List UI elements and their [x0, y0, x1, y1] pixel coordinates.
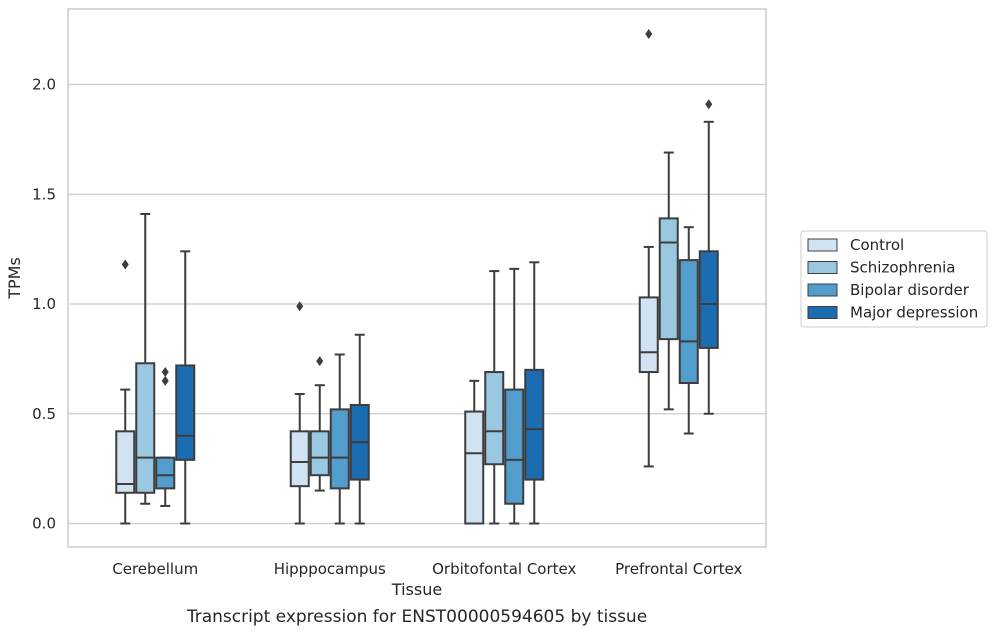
box-iqr — [698, 250, 719, 349]
box-schizophrenia — [484, 270, 505, 525]
box-control — [289, 301, 310, 525]
box-schizophrenia — [658, 151, 679, 411]
box-bipolar-disorder — [155, 367, 176, 507]
outlier-point — [705, 99, 713, 110]
y-tick-label: 1.5 — [32, 185, 56, 203]
x-tick-labels: Cerebellum Hipppocampus Orbitofontal Corte… — [112, 560, 742, 578]
box-control — [464, 379, 485, 525]
outlier-point — [296, 301, 304, 312]
box-iqr — [155, 456, 176, 490]
box-iqr — [524, 368, 545, 481]
legend-frame — [800, 230, 988, 328]
box-iqr — [678, 259, 699, 385]
category-group — [289, 301, 370, 525]
category-group — [638, 29, 719, 468]
legend-swatch — [807, 238, 838, 252]
box-bipolar-disorder — [678, 226, 699, 435]
box-control — [638, 29, 659, 468]
box-iqr — [658, 217, 679, 341]
box-iqr — [115, 430, 136, 494]
y-tick-label: 0.0 — [32, 515, 56, 533]
box-bipolar-disorder — [504, 267, 525, 525]
box-iqr — [135, 362, 156, 494]
box-iqr — [309, 430, 330, 477]
box-schizophrenia — [309, 356, 330, 492]
box-iqr — [504, 388, 525, 505]
box-iqr — [329, 408, 350, 490]
y-axis-title: TPMs — [5, 257, 24, 300]
chart-caption: Transcript expression for ENST0000059460… — [186, 607, 647, 627]
legend-swatch — [807, 283, 838, 297]
box-iqr — [289, 430, 310, 488]
legend-label: Schizophrenia — [850, 259, 955, 277]
box-schizophrenia — [135, 213, 156, 505]
box-iqr — [638, 296, 659, 374]
box-major-depression — [524, 261, 545, 525]
x-axis-title: Tissue — [391, 580, 442, 599]
y-tick-label: 0.5 — [32, 405, 56, 423]
x-tick-label: Hipppocampus — [274, 560, 386, 578]
box-major-depression — [698, 99, 719, 415]
legend-label: Control — [850, 236, 904, 254]
box-major-depression — [349, 333, 370, 525]
legend-label: Bipolar disorder — [850, 281, 970, 299]
legend-label: Major depression — [850, 304, 978, 322]
outlier-point — [316, 356, 324, 367]
box-iqr — [464, 410, 485, 525]
legend-swatch — [807, 306, 838, 319]
x-tick-label: Cerebellum — [112, 560, 198, 578]
legend: Control Schizophrenia Bipolar disorder Majo… — [800, 230, 988, 328]
outlier-point — [645, 29, 653, 40]
legend-items: Control Schizophrenia Bipolar disorder Majo… — [807, 236, 978, 322]
box-groups — [115, 29, 719, 525]
box-major-depression — [175, 250, 196, 525]
outlier-point — [161, 375, 169, 386]
box-bipolar-disorder — [329, 353, 350, 525]
box-iqr — [484, 371, 505, 466]
y-tick-label: 2.0 — [32, 76, 56, 94]
box-iqr — [175, 364, 196, 461]
y-tick-labels: 0.0 0.5 1.0 1.5 2.0 — [32, 76, 56, 533]
x-tick-label: Orbitofontal Cortex — [432, 560, 576, 578]
x-tick-label: Prefrontal Cortex — [615, 560, 742, 578]
outlier-point — [121, 259, 129, 270]
box-control — [115, 259, 136, 525]
y-tick-label: 1.0 — [32, 295, 56, 313]
category-group — [464, 261, 545, 525]
outlier-point — [161, 367, 169, 378]
legend-swatch — [807, 261, 838, 274]
category-group — [115, 213, 196, 525]
